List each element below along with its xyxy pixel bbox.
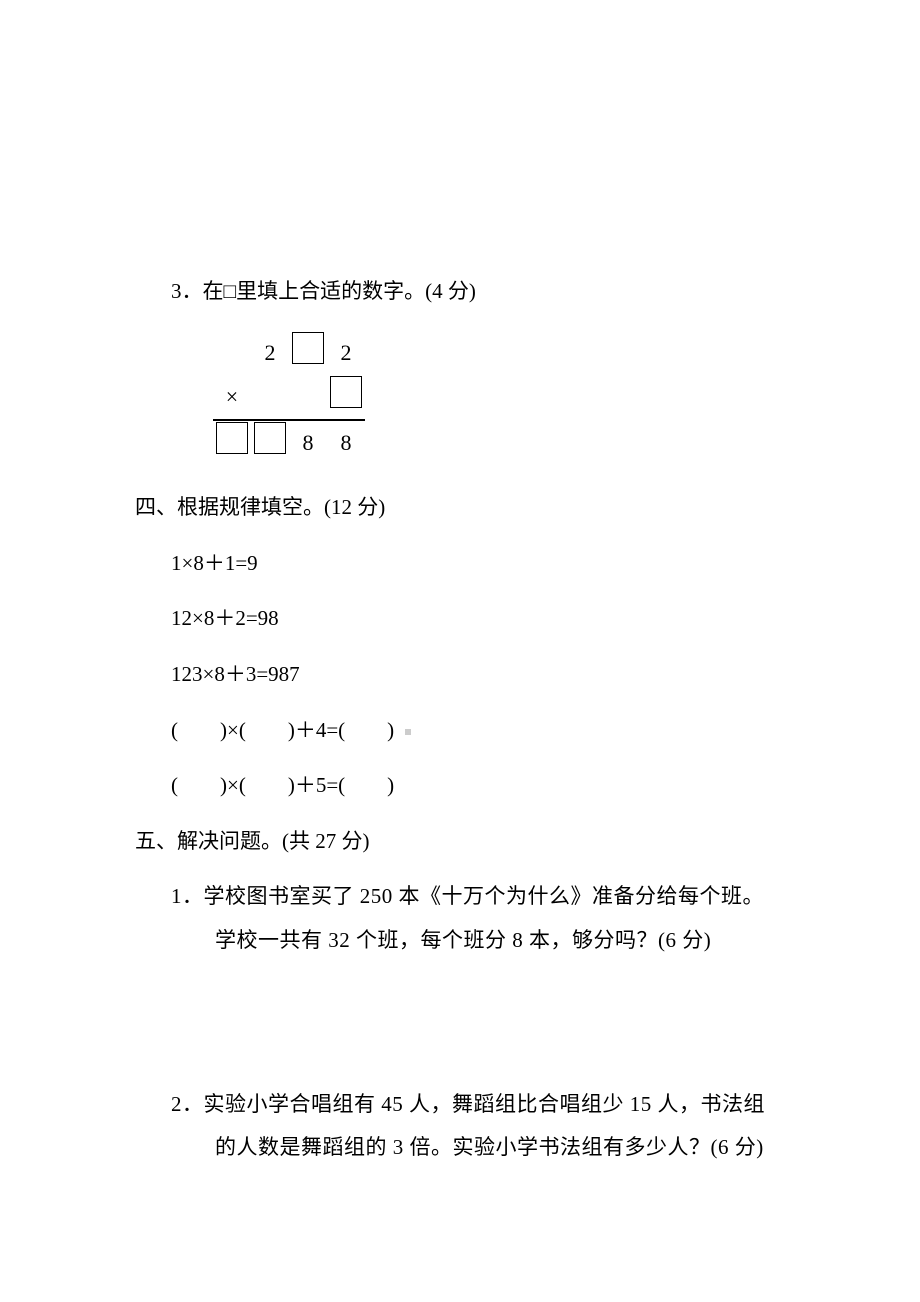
q5-1-line1: 1．学校图书室买了 250 本《十万个为什么》准备分给每个班。	[171, 880, 815, 914]
pattern-line: 123×8＋3=987	[171, 658, 815, 692]
vmul-table: 2 2 × 8 8	[213, 331, 365, 466]
work-space	[135, 968, 815, 1088]
q-body: 实验小学合唱组有 45 人，舞蹈组比合唱组少 15 人，书法组	[204, 1092, 766, 1116]
pattern-line: 1×8＋1=9	[171, 547, 815, 581]
q5-2-line2: 的人数是舞蹈组的 3 倍。实验小学书法组有多少人？(6 分)	[215, 1131, 815, 1165]
vmul-row-1: 2 2	[213, 331, 365, 375]
section-5-label: 五、解决问题。(共 27 分)	[135, 825, 815, 859]
blank-box[interactable]	[330, 376, 362, 408]
q-number: 1．	[171, 884, 204, 908]
q-body: 学校图书室买了 250 本《十万个为什么》准备分给每个班。	[204, 884, 765, 908]
multiply-sign: ×	[213, 375, 251, 420]
vmul-cell	[327, 375, 365, 420]
page-content: 3．在□里填上合适的数字。(4 分) 2 2 × 8 8 四、根	[135, 275, 815, 1175]
vmul-cell: 8	[327, 420, 365, 465]
vmul-row-3: 8 8	[213, 420, 365, 465]
q5-1-line2: 学校一共有 32 个班，每个班分 8 本，够分吗？(6 分)	[215, 924, 815, 958]
pattern-line: 12×8＋2=98	[171, 602, 815, 636]
vmul-cell: 2	[251, 331, 289, 375]
blank-box[interactable]	[292, 332, 324, 364]
vmul-cell	[289, 331, 327, 375]
vertical-multiplication: 2 2 × 8 8	[213, 331, 815, 466]
vmul-cell: 2	[327, 331, 365, 375]
q5-2-line1: 2．实验小学合唱组有 45 人，舞蹈组比合唱组少 15 人，书法组	[171, 1088, 815, 1122]
vmul-row-2: ×	[213, 375, 365, 420]
q-number: 2．	[171, 1092, 204, 1116]
mid-marker-icon	[405, 729, 411, 735]
vmul-cell: 8	[289, 420, 327, 465]
q3-label: 3．在□里填上合适的数字。(4 分)	[171, 275, 815, 309]
blank-box[interactable]	[216, 422, 248, 454]
pattern-line-blank: ( )×( )＋4=( )	[171, 714, 815, 748]
pattern-line-blank[interactable]: ( )×( )＋5=( )	[171, 769, 815, 803]
vmul-cell	[251, 420, 289, 465]
blank-box[interactable]	[254, 422, 286, 454]
vmul-cell	[213, 420, 251, 465]
pattern-blank-text[interactable]: ( )×( )＋4=( )	[171, 718, 394, 742]
section-4-label: 四、根据规律填空。(12 分)	[135, 491, 815, 525]
